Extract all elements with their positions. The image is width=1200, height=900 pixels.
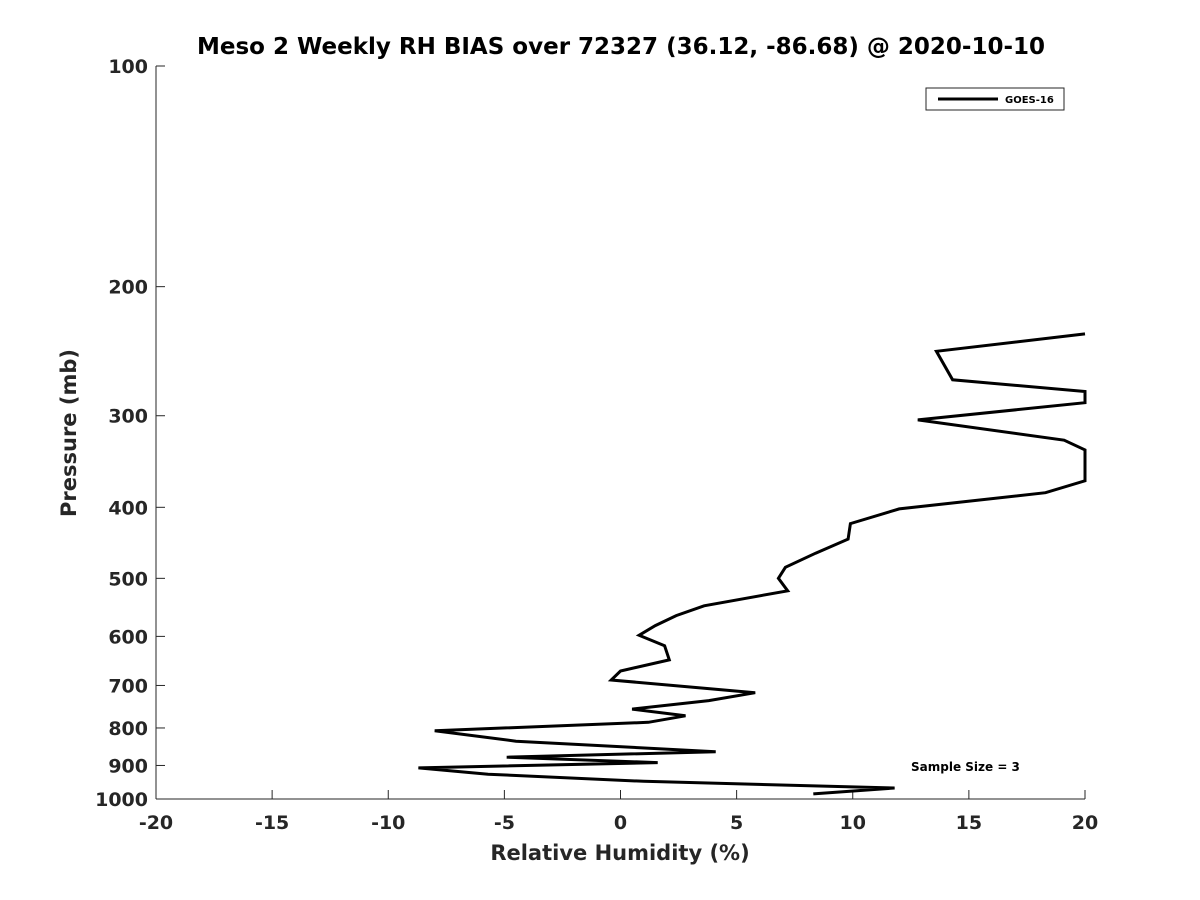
series-line-goes-16 — [418, 332, 1087, 796]
y-tick-label: 600 — [108, 626, 148, 648]
y-ticks: 100 200 300 400 500 600 700 800 900 1000 — [95, 56, 165, 811]
x-tick-label: -20 — [139, 812, 173, 834]
chart-title: Meso 2 Weekly RH BIAS over 72327 (36.12,… — [197, 34, 1045, 60]
x-tick-label: -15 — [255, 812, 289, 834]
y-tick-label: 900 — [108, 755, 148, 777]
x-axis-label: Relative Humidity (%) — [490, 841, 749, 865]
x-ticks: -20 -15 -10 -5 0 5 10 15 20 — [139, 790, 1098, 834]
y-tick-label: 1000 — [95, 789, 148, 811]
x-tick-label: -5 — [494, 812, 515, 834]
x-tick-label: 0 — [614, 812, 627, 834]
y-tick-label: 700 — [108, 675, 148, 697]
x-tick-label: -10 — [371, 812, 405, 834]
y-tick-label: 800 — [108, 718, 148, 740]
x-tick-label: 5 — [730, 812, 743, 834]
sample-size-annotation: Sample Size = 3 — [911, 760, 1020, 774]
x-tick-label: 10 — [840, 812, 866, 834]
y-axis-label: Pressure (mb) — [57, 349, 81, 517]
legend-entry-goes-16: GOES-16 — [1005, 95, 1054, 106]
x-tick-label: 20 — [1072, 812, 1098, 834]
x-tick-label: 15 — [956, 812, 982, 834]
y-tick-label: 300 — [108, 406, 148, 428]
y-tick-label: 100 — [108, 56, 148, 78]
y-tick-label: 400 — [108, 497, 148, 519]
plot-axes — [155, 66, 1085, 800]
y-tick-label: 200 — [108, 277, 148, 299]
legend: GOES-16 — [925, 87, 1065, 111]
y-tick-label: 500 — [108, 568, 148, 590]
